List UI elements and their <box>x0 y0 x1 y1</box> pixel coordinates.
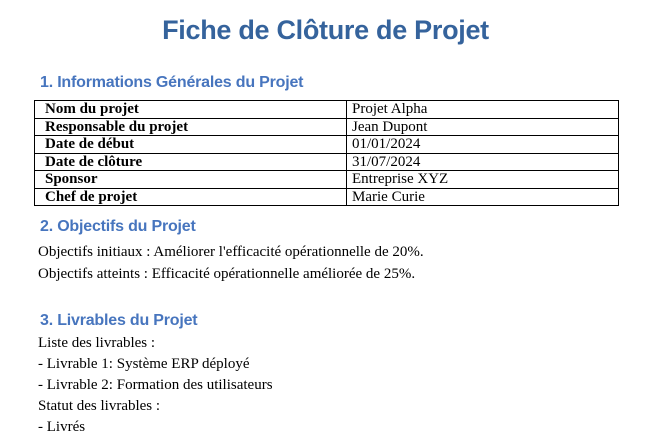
row-label: Date de clôture <box>34 152 347 171</box>
section-general-info: 1. Informations Générales du Projet Nom … <box>0 73 651 206</box>
row-label: Nom du projet <box>34 100 347 119</box>
row-value: Projet Alpha <box>346 100 619 119</box>
project-info-table: Nom du projet Projet Alpha Responsable d… <box>34 100 619 206</box>
page-title: Fiche de Clôture de Projet <box>162 15 489 45</box>
section-heading-objectives: 2. Objectifs du Projet <box>40 218 196 235</box>
section-objectives: 2. Objectifs du Projet Objectifs initiau… <box>0 217 651 285</box>
row-label: Responsable du projet <box>34 117 347 136</box>
deliverables-item-2: - Livrable 2: Formation des utilisateurs <box>38 377 273 393</box>
row-label: Sponsor <box>34 170 347 189</box>
deliverables-list-intro: Liste des livrables : <box>38 335 156 351</box>
row-value: Jean Dupont <box>346 117 619 136</box>
row-value: 31/07/2024 <box>346 152 619 171</box>
row-label: Chef de projet <box>34 187 347 206</box>
table-row: Sponsor Entreprise XYZ <box>34 170 619 189</box>
section-heading-deliverables: 3. Livrables du Projet <box>40 312 198 329</box>
deliverables-status-value: - Livrés <box>38 419 86 435</box>
row-label: Date de début <box>34 135 347 154</box>
table-row: Responsable du projet Jean Dupont <box>34 117 619 136</box>
row-value: Entreprise XYZ <box>346 170 619 189</box>
deliverables-item-1: - Livrable 1: Système ERP déployé <box>38 356 250 372</box>
deliverables-status-intro: Statut des livrables : <box>38 398 161 414</box>
paragraph-objectives-achieved: Objectifs atteints : Efficacité opératio… <box>38 266 416 282</box>
row-value: 01/01/2024 <box>346 135 619 154</box>
table-row: Nom du projet Projet Alpha <box>34 100 619 119</box>
table-row: Chef de projet Marie Curie <box>34 187 619 206</box>
paragraph-objectives-initial: Objectifs initiaux : Améliorer l'efficac… <box>38 244 424 260</box>
project-info-table-body: Nom du projet Projet Alpha Responsable d… <box>34 100 619 206</box>
table-row: Date de clôture 31/07/2024 <box>34 152 619 171</box>
section-deliverables: 3. Livrables du Projet Liste des livrabl… <box>0 311 651 438</box>
row-value: Marie Curie <box>346 187 619 206</box>
table-row: Date de début 01/01/2024 <box>34 135 619 154</box>
section-heading-general-info: 1. Informations Générales du Projet <box>40 74 304 91</box>
